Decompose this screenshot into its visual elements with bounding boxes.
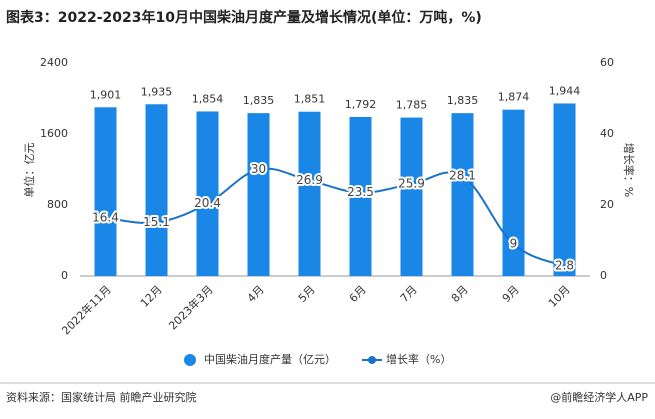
bar xyxy=(553,103,576,276)
y2-tick-label: 40 xyxy=(600,127,614,140)
y2-axis-label: 增长率：% xyxy=(622,143,636,197)
bar xyxy=(94,107,117,276)
line-label: 26.9 xyxy=(296,173,323,187)
line-label: 9 xyxy=(510,237,518,251)
x-tick-label: 10月 xyxy=(546,283,573,310)
value-label: 1,854 xyxy=(192,92,224,105)
growth-line xyxy=(105,167,565,267)
y2-tick-label: 0 xyxy=(600,269,607,282)
value-label: 1,874 xyxy=(498,91,530,104)
legend-marker xyxy=(184,354,196,366)
bar xyxy=(451,113,474,276)
y2-tick-label: 20 xyxy=(600,198,614,211)
bar xyxy=(298,111,321,276)
y2-tick-label: 60 xyxy=(600,56,614,69)
credit: @前瞻经济学人APP xyxy=(550,390,648,404)
line-label: 28.1 xyxy=(449,169,476,183)
y-axis-label: 单位：亿元 xyxy=(22,143,36,198)
x-tick-label: 7月 xyxy=(398,283,420,305)
value-label: 1,944 xyxy=(549,84,581,97)
x-tick-label: 4月 xyxy=(245,283,267,305)
x-tick-label: 8月 xyxy=(449,283,471,305)
legend-marker xyxy=(368,356,376,364)
line-label: 23.5 xyxy=(347,185,374,199)
line-label: 2.8 xyxy=(555,259,574,273)
value-label: 1,785 xyxy=(396,99,428,112)
y-tick-label: 2400 xyxy=(40,56,68,69)
x-tick-label: 5月 xyxy=(296,283,318,305)
value-label: 1,792 xyxy=(345,98,377,111)
legend-label: 增长率（%） xyxy=(386,352,451,366)
x-tick-label: 9月 xyxy=(500,283,522,305)
line-label: 20.4 xyxy=(194,196,221,210)
value-label: 1,901 xyxy=(90,88,122,101)
line-label: 15.1 xyxy=(143,215,170,229)
source: 资料来源：国家统计局 前瞻产业研究院 xyxy=(6,390,197,404)
y-tick-label: 800 xyxy=(47,198,68,211)
bar xyxy=(400,117,423,276)
bar xyxy=(502,109,525,277)
line-label: 25.9 xyxy=(398,177,425,191)
bar xyxy=(145,104,168,276)
chart-title: 图表3：2022-2023年10月中国柴油月度产量及增长情况(单位：万吨，%) xyxy=(6,9,482,26)
value-label: 1,835 xyxy=(243,94,275,107)
x-tick-label: 2022年11月 xyxy=(59,282,114,337)
value-label: 1,851 xyxy=(294,93,326,106)
bar xyxy=(349,116,372,277)
x-tick-label: 12月 xyxy=(138,283,165,310)
line-label: 16.4 xyxy=(92,210,119,224)
y-tick-label: 1600 xyxy=(40,127,68,140)
y-tick-label: 0 xyxy=(61,269,68,282)
bar xyxy=(196,111,219,277)
legend-label: 中国柴油月度产量（亿元） xyxy=(204,352,336,366)
x-tick-label: 6月 xyxy=(347,283,369,305)
x-tick-label: 2023年3月 xyxy=(166,282,216,332)
bar xyxy=(247,113,270,276)
value-label: 1,935 xyxy=(141,85,173,98)
value-label: 1,835 xyxy=(447,94,479,107)
line-label: 30 xyxy=(251,162,266,176)
